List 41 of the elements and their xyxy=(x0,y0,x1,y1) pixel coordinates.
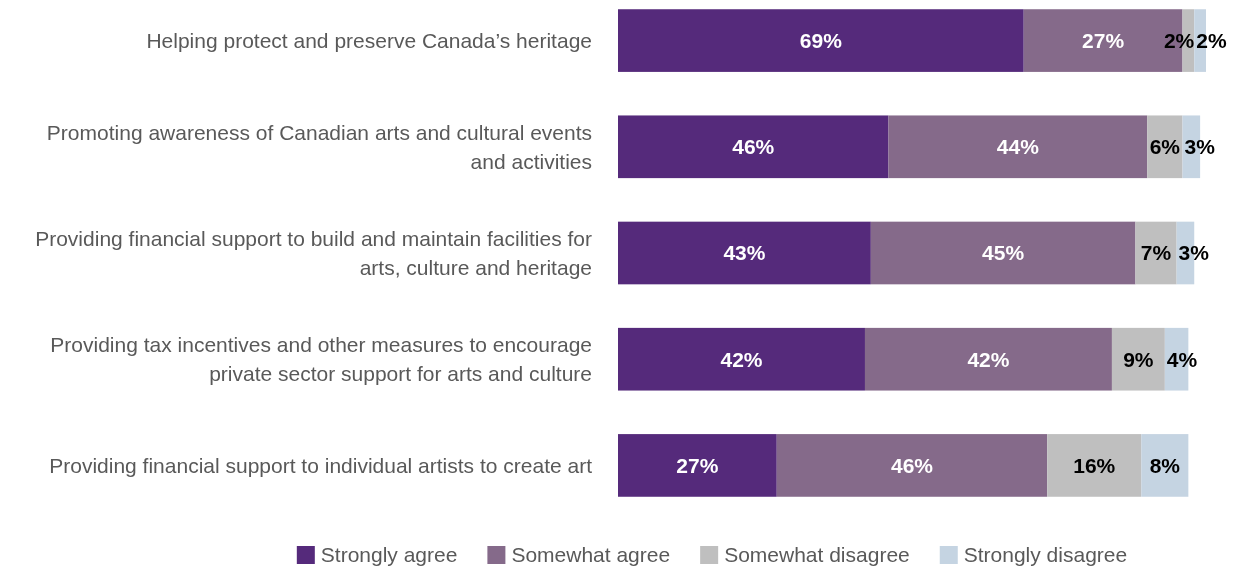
data-label: 9% xyxy=(1123,347,1154,371)
data-label: 2% xyxy=(1196,28,1227,52)
legend-label: Somewhat disagree xyxy=(724,543,910,567)
data-label: 3% xyxy=(1178,241,1210,265)
data-label: 16% xyxy=(1073,453,1116,477)
data-label: 46% xyxy=(890,453,934,477)
y-tick-label: Promoting awareness of Canadian arts and cultural events and activities xyxy=(46,120,592,173)
bar xyxy=(870,221,1136,285)
y-tick-label: Providing financial support to individual artists to create art xyxy=(49,453,593,477)
bar xyxy=(776,434,1048,497)
bar xyxy=(618,115,889,179)
bar xyxy=(888,115,1148,179)
bar xyxy=(618,327,865,391)
bar xyxy=(864,327,1112,391)
legend-label: Strongly disagree xyxy=(963,543,1128,567)
data-label: 46% xyxy=(732,135,775,159)
data-label: 43% xyxy=(723,241,766,265)
bar xyxy=(1047,434,1142,497)
data-label: 4% xyxy=(1166,347,1198,371)
bar xyxy=(618,9,1024,72)
data-label: 27% xyxy=(676,453,719,477)
data-label: 42% xyxy=(967,347,1010,371)
legend-label: Strongly agree xyxy=(320,543,458,567)
data-label: 42% xyxy=(720,347,763,371)
data-label: 27% xyxy=(1082,28,1125,52)
data-label: 6% xyxy=(1149,135,1181,159)
data-label: 3% xyxy=(1184,135,1216,159)
bar xyxy=(618,221,871,285)
data-label: 44% xyxy=(996,135,1040,159)
y-tick-label: Providing financial support to build and maintain facilities for arts, culture and heritage xyxy=(35,226,592,279)
data-label: 45% xyxy=(982,241,1025,265)
y-tick-label: Providing tax incentives and other measures to encourage private sector support for arts and culture xyxy=(50,333,592,386)
data-label: 7% xyxy=(1140,241,1172,265)
y-tick-label: Helping protect and preserve Canada’s heritage xyxy=(146,28,592,52)
legend-label: Somewhat agree xyxy=(511,543,671,567)
bar xyxy=(1111,327,1165,391)
bar xyxy=(1141,434,1189,497)
data-label: 8% xyxy=(1149,453,1181,477)
bar xyxy=(1135,221,1177,285)
bar xyxy=(618,434,777,497)
data-label: 69% xyxy=(799,28,843,52)
